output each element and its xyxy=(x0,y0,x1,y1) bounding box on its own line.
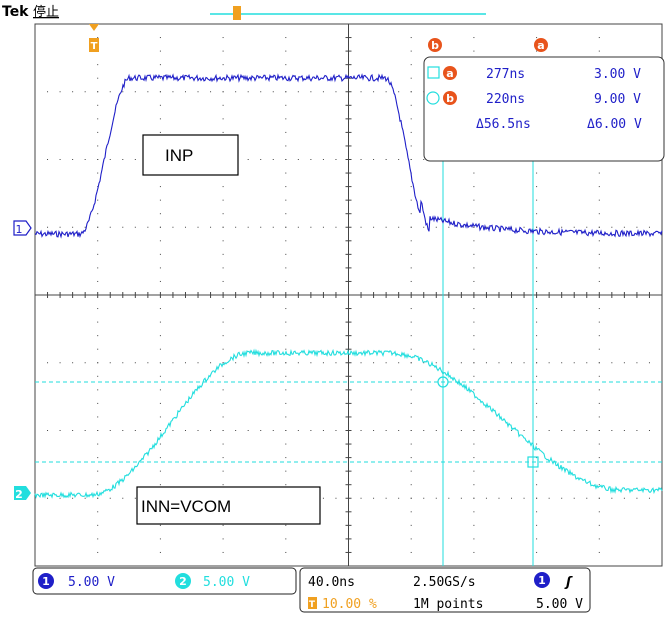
cursor-b-top-marker[interactable]: b xyxy=(428,38,442,52)
svg-text:b: b xyxy=(431,39,439,52)
ch2-scale: 5.00 V xyxy=(203,575,250,590)
timebase: 40.0ns xyxy=(308,575,355,590)
cursor-a-point xyxy=(527,456,539,468)
svg-text:1: 1 xyxy=(538,574,546,587)
svg-text:T: T xyxy=(91,41,98,52)
cursor-a-badge xyxy=(443,66,457,80)
trigger-slope-icon: ʃ xyxy=(564,575,573,590)
trigger-position-marker[interactable]: T xyxy=(89,24,99,52)
acquisition-status: 停止 xyxy=(33,4,59,20)
cursor-b-time: 220ns xyxy=(486,92,525,107)
inn-label-box: INN=VCOM xyxy=(136,486,321,525)
cursor-b-badge xyxy=(443,91,457,105)
record-length: 1M points xyxy=(413,597,483,612)
square-cursor-icon xyxy=(427,66,440,79)
brand-label: Tek xyxy=(2,4,29,20)
svg-text:1: 1 xyxy=(42,575,50,588)
svg-text:1: 1 xyxy=(16,223,23,236)
trigger-level: 5.00 V xyxy=(536,597,583,612)
svg-text:b: b xyxy=(446,92,454,105)
delta-time: Δ56.5ns xyxy=(476,117,531,132)
ch1-waveform xyxy=(34,73,663,239)
svg-text:INN=VCOM: INN=VCOM xyxy=(141,497,231,516)
cursor-b-point xyxy=(437,376,449,388)
svg-text:2: 2 xyxy=(179,575,187,588)
channel-scale-panel[interactable]: 1 5.00 V 2 5.00 V xyxy=(32,567,297,595)
ch2-ground-marker[interactable]: 2 xyxy=(14,486,31,501)
cursor-a-volt: 3.00 V xyxy=(594,67,641,82)
graticule xyxy=(34,23,663,567)
ch2-waveform xyxy=(34,348,663,500)
cursor-a-time: 277ns xyxy=(486,67,525,82)
acquisition-panel[interactable]: 40.0ns 2.50GS/s 1 ʃ T 10.00 % 1M points … xyxy=(299,567,591,613)
ch1-scale: 5.00 V xyxy=(68,575,115,590)
record-trigger-marker xyxy=(233,6,241,20)
cursor-a-top-marker[interactable]: a xyxy=(534,38,548,52)
ch1-ground-marker[interactable]: 1 xyxy=(13,220,32,236)
svg-text:a: a xyxy=(446,67,453,80)
cursor-b-volt: 9.00 V xyxy=(594,92,641,107)
svg-text:2: 2 xyxy=(15,488,23,501)
circle-cursor-icon xyxy=(426,91,440,105)
svg-text:INP: INP xyxy=(165,146,193,165)
delta-volt: Δ6.00 V xyxy=(587,117,642,132)
svg-text:a: a xyxy=(537,39,544,52)
inp-label-box: INP xyxy=(142,134,239,176)
sample-rate: 2.50GS/s xyxy=(413,575,476,590)
cursor-readout-box: a 277ns 3.00 V b 220ns 9.00 V Δ56.5ns Δ6… xyxy=(423,56,665,162)
trigger-position: 10.00 % xyxy=(322,597,377,612)
svg-text:T: T xyxy=(309,600,316,610)
